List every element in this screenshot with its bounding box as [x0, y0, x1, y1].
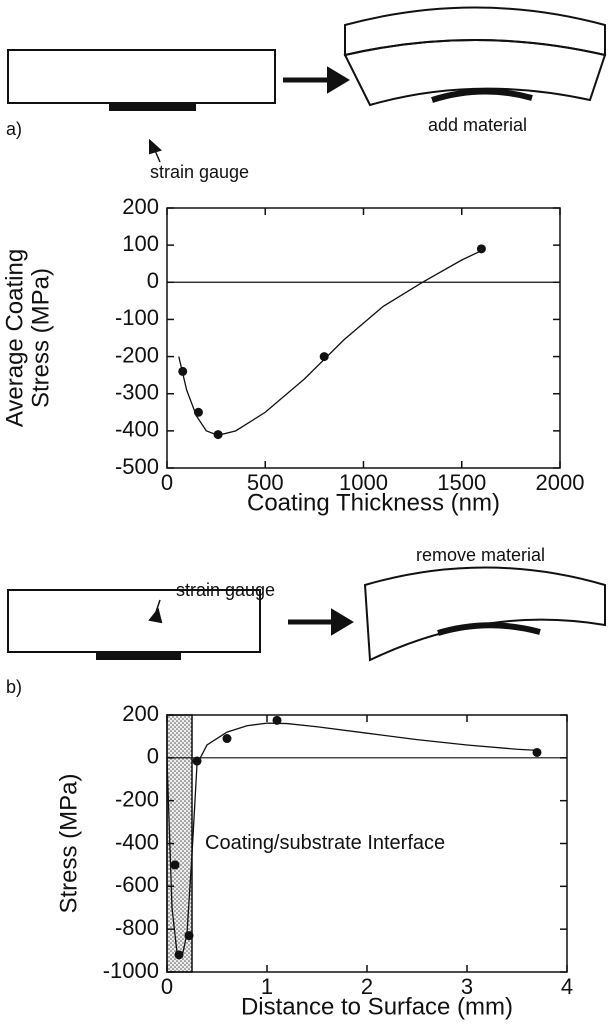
data-point: [174, 950, 184, 960]
x-tick-label: 0: [161, 470, 173, 495]
x-tick-label: 2: [361, 974, 373, 999]
x-tick-label: 3: [461, 974, 473, 999]
y-axis-label: Average Coating: [1, 249, 28, 427]
plot-frame: [166, 207, 561, 469]
panel-label: a): [6, 119, 22, 139]
fit-curve: [178, 250, 482, 436]
x-axis-label: Distance to Surface (mm): [241, 993, 513, 1020]
data-point: [170, 860, 180, 870]
y-axis-label: Stress (MPa): [27, 268, 54, 408]
y-tick-label: 200: [122, 701, 159, 726]
y-tick-label: -100: [115, 305, 159, 330]
gauge-label: strain gauge: [150, 162, 249, 182]
x-tick-label: 500: [247, 470, 284, 495]
annotation: Coating/substrate Interface: [205, 832, 445, 854]
y-tick-label: 100: [122, 231, 159, 256]
y-tick-label: -400: [115, 829, 159, 854]
diagram-a: [7, 6, 607, 163]
x-tick-label: 1000: [339, 470, 388, 495]
x-tick-label: 1500: [437, 470, 486, 495]
y-tick-label: 0: [147, 268, 159, 293]
y-tick-label: -200: [115, 786, 159, 811]
panel-label: b): [6, 677, 22, 697]
data-point: [476, 244, 486, 254]
y-tick-label: 0: [147, 744, 159, 769]
data-point: [319, 352, 329, 362]
data-point: [193, 407, 203, 417]
diagram-b: [7, 566, 606, 662]
y-tick-label: -500: [115, 454, 159, 479]
data-point: [272, 715, 282, 725]
data-point: [222, 734, 232, 744]
y-tick-label: -200: [115, 342, 159, 367]
x-tick-label: 0: [161, 974, 173, 999]
x-tick-label: 2000: [536, 470, 585, 495]
x-tick-label: 4: [561, 974, 573, 999]
data-point: [184, 931, 194, 941]
y-tick-label: 200: [122, 194, 159, 219]
gauge-label: strain gauge: [176, 580, 275, 600]
data-point: [532, 747, 542, 757]
action-label: remove material: [416, 545, 545, 565]
y-tick-label: -400: [115, 417, 159, 442]
data-point: [178, 366, 188, 376]
x-tick-label: 1: [261, 974, 273, 999]
data-point: [192, 756, 202, 766]
y-tick-label: -600: [115, 872, 159, 897]
y-tick-label: -800: [115, 915, 159, 940]
action-label: add material: [428, 115, 527, 135]
y-tick-label: -1000: [103, 958, 159, 983]
data-point: [213, 430, 223, 440]
x-axis-label: Coating Thickness (nm): [247, 489, 500, 516]
y-tick-label: -300: [115, 380, 159, 405]
y-axis-label: Stress (MPa): [55, 773, 82, 913]
